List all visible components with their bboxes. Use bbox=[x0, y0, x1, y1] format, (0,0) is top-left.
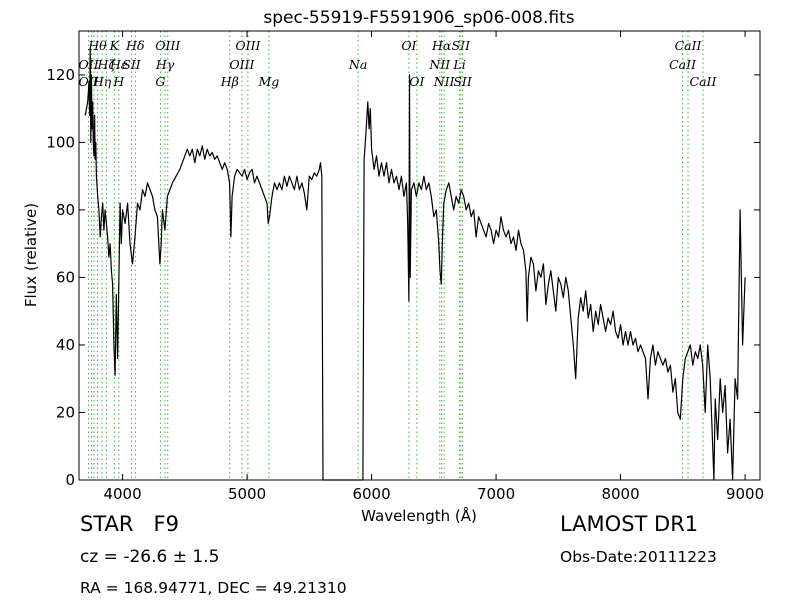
line-label-19-0: OI bbox=[409, 74, 425, 89]
line-label-0-1: OII bbox=[79, 57, 100, 72]
plot-frame bbox=[78, 30, 761, 481]
line-markers: OIIOIIHθHηHζKHεHSIIHδGHγOIIIHβOIIIOIIIMg… bbox=[79, 31, 718, 480]
line-label-13-0: Hβ bbox=[220, 74, 239, 89]
line-label-6-0: K bbox=[109, 38, 120, 53]
line-label-4-0: Hη bbox=[92, 74, 112, 89]
line-label-16-0: Mg bbox=[257, 74, 279, 89]
line-label-28-0: CaII bbox=[690, 74, 718, 89]
line-label-12-0: OIII bbox=[155, 38, 181, 53]
line-label-18-0: OI bbox=[401, 38, 417, 53]
redshift-cz: cz = -26.6 ± 1.5 bbox=[80, 547, 220, 567]
y-tick-label-1: 20 bbox=[56, 403, 75, 421]
line-label-5-0: Hζ bbox=[97, 57, 117, 72]
y-ticks: 0 20 40 60 80 100 120 bbox=[46, 66, 760, 489]
line-label-27-0: CaII bbox=[675, 38, 703, 53]
x-ticks: 4000 5000 6000 7000 8000 9000 bbox=[103, 31, 764, 503]
line-label-14-0: OIII bbox=[229, 57, 255, 72]
y-tick-label-2: 40 bbox=[56, 336, 75, 354]
object-type: STAR F9 bbox=[80, 512, 179, 536]
spectrum-line-0 bbox=[84, 47, 746, 481]
y-tick-label-6: 120 bbox=[46, 66, 75, 84]
line-label-23-0: Li bbox=[452, 57, 465, 72]
series-group bbox=[84, 47, 746, 481]
line-label-20-0: NII bbox=[428, 57, 451, 72]
x-tick-label-5: 9000 bbox=[726, 485, 764, 503]
line-label-26-0: CaII bbox=[669, 57, 697, 72]
y-axis-label: Flux (relative) bbox=[22, 203, 40, 307]
survey-name: LAMOST DR1 bbox=[560, 512, 699, 536]
line-label-22-0: NII bbox=[433, 74, 456, 89]
y-tick-label-5: 100 bbox=[46, 133, 75, 151]
y-tick-label-0: 0 bbox=[65, 471, 75, 489]
x-tick-label-0: 4000 bbox=[103, 485, 141, 503]
x-axis-label: Wavelength (Å) bbox=[361, 506, 477, 525]
sky-coordinates: RA = 168.94771, DEC = 49.21310 bbox=[80, 579, 347, 597]
line-label-7-1: H bbox=[112, 74, 125, 89]
line-label-24-0: SII bbox=[452, 38, 472, 53]
x-tick-label-2: 6000 bbox=[352, 485, 390, 503]
observation-date: Obs-Date:20111223 bbox=[560, 548, 717, 566]
line-label-8-0: SII bbox=[122, 57, 142, 72]
line-label-7-0: Hε bbox=[109, 57, 128, 72]
x-tick-label-4: 8000 bbox=[601, 485, 639, 503]
line-label-25-0: SII bbox=[453, 74, 473, 89]
line-label-11-0: Hγ bbox=[155, 57, 175, 72]
line-label-15-0: OIII bbox=[235, 38, 261, 53]
y-tick-label-4: 80 bbox=[56, 201, 75, 219]
line-label-10-0: G bbox=[155, 74, 165, 89]
chart-title: spec-55919-F5591906_sp06-008.fits bbox=[263, 8, 574, 28]
line-label-21-0: Hα bbox=[431, 38, 452, 53]
y-tick-label-3: 60 bbox=[56, 268, 75, 286]
x-tick-label-1: 5000 bbox=[228, 485, 266, 503]
line-label-17-0: Na bbox=[348, 57, 367, 72]
line-label-9-0: Hδ bbox=[125, 38, 144, 53]
x-tick-label-3: 7000 bbox=[477, 485, 515, 503]
